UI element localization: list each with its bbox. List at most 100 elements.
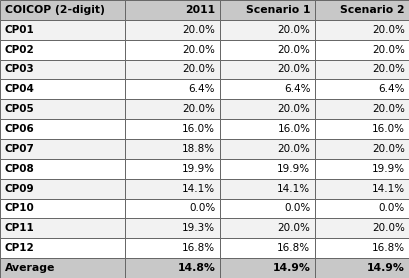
Bar [125, 238, 220, 258]
Text: CP09: CP09 [5, 184, 34, 194]
Bar [315, 20, 409, 40]
Bar [125, 139, 220, 159]
Bar [315, 0, 409, 20]
Text: 20.0%: 20.0% [371, 104, 404, 114]
Bar [315, 40, 409, 59]
Text: CP07: CP07 [5, 144, 35, 154]
Bar [315, 219, 409, 238]
Text: 6.4%: 6.4% [378, 84, 404, 94]
Bar [0, 219, 125, 238]
Text: 16.8%: 16.8% [276, 243, 310, 253]
Bar [315, 179, 409, 198]
Bar [0, 80, 125, 99]
Bar [0, 0, 125, 20]
Bar [220, 80, 315, 99]
Bar [220, 0, 315, 20]
Text: 0.0%: 0.0% [189, 203, 215, 214]
Text: 6.4%: 6.4% [188, 84, 215, 94]
Bar [125, 40, 220, 59]
Bar [220, 159, 315, 179]
Text: CP02: CP02 [5, 45, 35, 55]
Text: 0.0%: 0.0% [283, 203, 310, 214]
Bar [0, 258, 125, 278]
Bar [0, 198, 125, 219]
Text: CP05: CP05 [5, 104, 35, 114]
Text: 19.3%: 19.3% [182, 223, 215, 233]
Text: 20.0%: 20.0% [182, 64, 215, 75]
Bar [315, 238, 409, 258]
Text: CP04: CP04 [5, 84, 35, 94]
Text: 16.8%: 16.8% [371, 243, 404, 253]
Bar [125, 219, 220, 238]
Text: 20.0%: 20.0% [277, 223, 310, 233]
Bar [0, 59, 125, 80]
Bar [0, 139, 125, 159]
Bar [125, 20, 220, 40]
Text: 19.9%: 19.9% [182, 164, 215, 174]
Text: Scenario 1: Scenario 1 [245, 5, 310, 15]
Text: COICOP (2-digit): COICOP (2-digit) [5, 5, 105, 15]
Text: 20.0%: 20.0% [371, 144, 404, 154]
Text: 6.4%: 6.4% [283, 84, 310, 94]
Text: 18.8%: 18.8% [182, 144, 215, 154]
Bar [0, 20, 125, 40]
Text: 14.9%: 14.9% [272, 263, 310, 273]
Text: 20.0%: 20.0% [371, 45, 404, 55]
Text: CP03: CP03 [5, 64, 35, 75]
Bar [0, 159, 125, 179]
Text: 20.0%: 20.0% [371, 25, 404, 35]
Bar [125, 80, 220, 99]
Bar [125, 99, 220, 119]
Bar [125, 159, 220, 179]
Bar [315, 99, 409, 119]
Text: 20.0%: 20.0% [277, 144, 310, 154]
Bar [0, 238, 125, 258]
Text: 20.0%: 20.0% [182, 104, 215, 114]
Bar [125, 198, 220, 219]
Bar [220, 40, 315, 59]
Text: CP10: CP10 [5, 203, 35, 214]
Bar [220, 99, 315, 119]
Text: 20.0%: 20.0% [182, 45, 215, 55]
Text: 20.0%: 20.0% [277, 25, 310, 35]
Bar [315, 159, 409, 179]
Bar [125, 59, 220, 80]
Text: CP06: CP06 [5, 124, 35, 134]
Text: 14.9%: 14.9% [366, 263, 404, 273]
Text: 14.1%: 14.1% [371, 184, 404, 194]
Text: 16.8%: 16.8% [182, 243, 215, 253]
Text: 20.0%: 20.0% [182, 25, 215, 35]
Text: 20.0%: 20.0% [371, 223, 404, 233]
Bar [315, 198, 409, 219]
Text: 20.0%: 20.0% [277, 104, 310, 114]
Bar [0, 119, 125, 139]
Text: CP12: CP12 [5, 243, 35, 253]
Bar [220, 59, 315, 80]
Text: 19.9%: 19.9% [371, 164, 404, 174]
Bar [315, 258, 409, 278]
Text: 20.0%: 20.0% [277, 64, 310, 75]
Bar [125, 0, 220, 20]
Bar [125, 179, 220, 198]
Text: 19.9%: 19.9% [276, 164, 310, 174]
Bar [315, 80, 409, 99]
Bar [315, 139, 409, 159]
Bar [220, 258, 315, 278]
Text: 20.0%: 20.0% [371, 64, 404, 75]
Text: 16.0%: 16.0% [371, 124, 404, 134]
Text: CP11: CP11 [5, 223, 35, 233]
Bar [0, 40, 125, 59]
Bar [220, 20, 315, 40]
Bar [220, 139, 315, 159]
Bar [220, 219, 315, 238]
Bar [0, 99, 125, 119]
Text: 14.1%: 14.1% [182, 184, 215, 194]
Bar [315, 119, 409, 139]
Text: 2011: 2011 [185, 5, 215, 15]
Text: CP08: CP08 [5, 164, 35, 174]
Text: 16.0%: 16.0% [182, 124, 215, 134]
Bar [220, 238, 315, 258]
Bar [0, 179, 125, 198]
Text: 20.0%: 20.0% [277, 45, 310, 55]
Text: Scenario 2: Scenario 2 [339, 5, 404, 15]
